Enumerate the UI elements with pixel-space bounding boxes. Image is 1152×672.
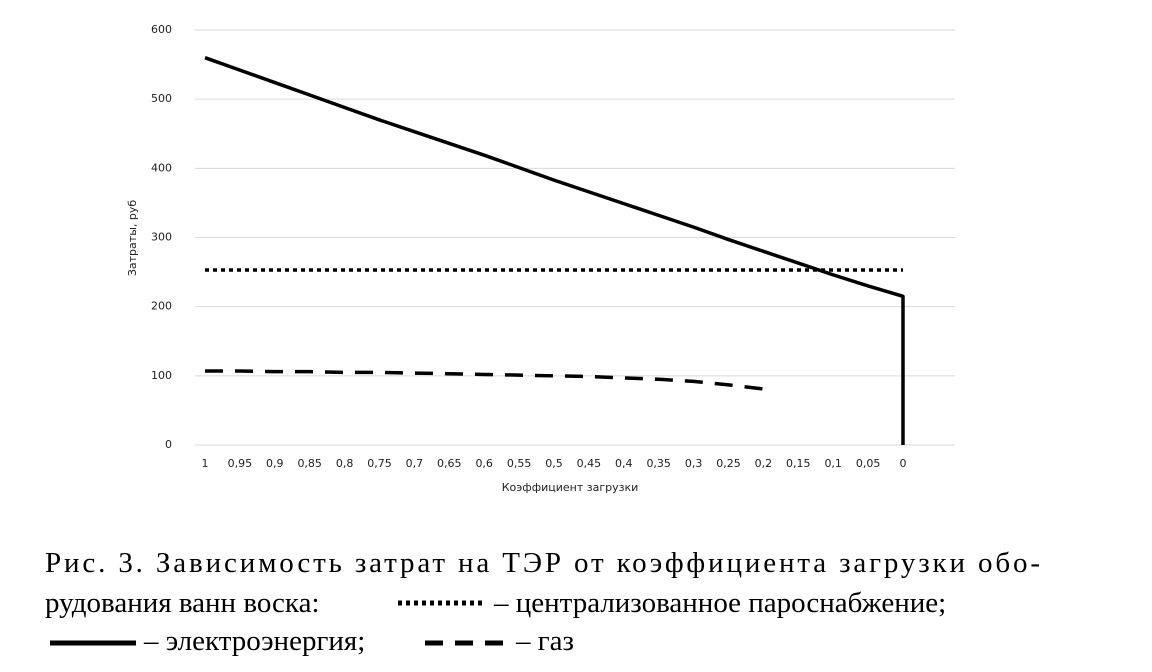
x-tick-label: 0	[900, 457, 907, 470]
x-axis-label: Коэффициент загрузки	[502, 481, 639, 494]
series-line	[204, 56, 905, 445]
x-tick-label: 0,35	[646, 457, 671, 470]
x-tick-label: 0,05	[856, 457, 881, 470]
y-tick-label: 300	[151, 231, 172, 244]
series-line	[205, 369, 764, 391]
x-tick-label: 0,15	[786, 457, 811, 470]
x-tick-label: 0,2	[755, 457, 773, 470]
x-tick-label: 0,8	[336, 457, 354, 470]
x-tick-label: 0,5	[545, 457, 563, 470]
legend-label: – централизованное пароснабжение;	[493, 587, 946, 619]
y-tick-label: 100	[151, 369, 172, 382]
x-tick-label: 0,55	[507, 457, 532, 470]
x-tick-label: 0,25	[716, 457, 741, 470]
x-tick-label: 0,3	[685, 457, 703, 470]
y-tick-label: 400	[151, 161, 172, 174]
x-tick-label: 0,7	[406, 457, 424, 470]
x-tick-label: 1	[202, 457, 209, 470]
x-tick-label: 0,85	[297, 457, 322, 470]
x-tick-label: 0,75	[367, 457, 392, 470]
x-tick-label: 0,1	[824, 457, 842, 470]
legend-label: – газ	[515, 625, 574, 657]
x-tick-label: 0,45	[577, 457, 602, 470]
x-tick-label: 0,65	[437, 457, 462, 470]
x-tick-label: 0,95	[228, 457, 253, 470]
x-tick-label: 0,4	[615, 457, 633, 470]
caption-line: рудования ванн воска:	[45, 587, 320, 619]
y-tick-label: 500	[151, 92, 172, 105]
y-tick-label: 0	[165, 438, 172, 451]
y-tick-label: 600	[151, 23, 172, 36]
y-tick-label: 200	[151, 300, 172, 313]
legend-label: – электроэнергия;	[143, 625, 365, 657]
caption-line: Рис. 3. Зависимость затрат на ТЭР от коэ…	[45, 547, 1040, 579]
y-axis-label: Затраты, руб	[126, 200, 139, 277]
x-tick-label: 0,9	[266, 457, 284, 470]
x-tick-label: 0,6	[475, 457, 493, 470]
